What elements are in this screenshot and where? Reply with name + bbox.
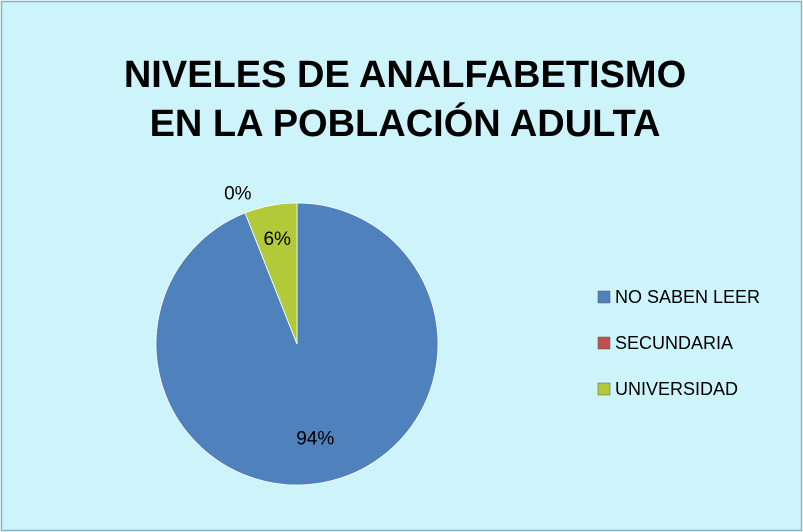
data-label: 94%: [296, 429, 334, 450]
chart-title: EN LA POBLACIÓN ADULTA: [150, 101, 661, 145]
legend-swatch: [597, 382, 611, 396]
chart-title: NIVELES DE ANALFABETISMO: [124, 54, 686, 96]
data-label: 0%: [224, 184, 252, 205]
pie-slice: [244, 202, 298, 345]
legend-swatch: [597, 290, 611, 304]
data-label: 6%: [263, 229, 291, 250]
legend-label: SECUNDARIA: [615, 333, 733, 353]
legend-label: UNIVERSIDAD: [615, 379, 738, 399]
legend-label: NO SABEN LEER: [615, 287, 760, 307]
legend-swatch: [597, 336, 611, 350]
